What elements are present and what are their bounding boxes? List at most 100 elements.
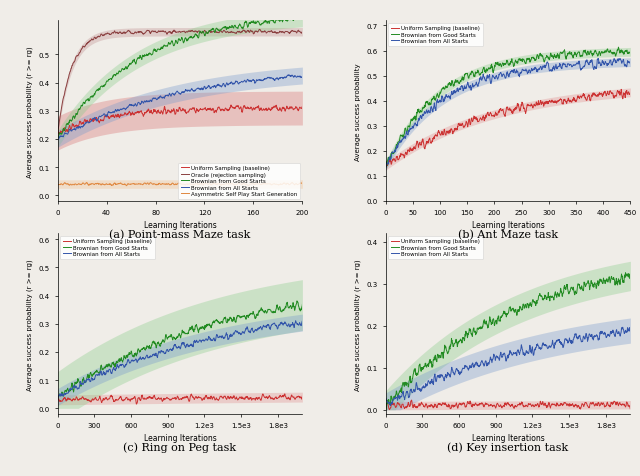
Brownian from All Starts <box>202 337 210 342</box>
Asymmetric Self Play Start Generation <box>196 182 204 188</box>
Uniform Sampling (baseline) <box>538 102 545 108</box>
Line: Brownian from Good Starts: Brownian from Good Starts <box>386 48 630 167</box>
Brownian from All Starts <box>54 138 61 144</box>
Uniform Sampling (baseline) <box>386 407 394 413</box>
Brownian from All Starts <box>531 66 538 72</box>
Uniform Sampling (baseline) <box>196 395 204 401</box>
Brownian from Good Starts <box>202 30 210 36</box>
Uniform Sampling (baseline) <box>203 109 211 114</box>
Brownian from Good Starts <box>397 388 404 394</box>
Asymmetric Self Play Start Generation <box>265 181 273 187</box>
Uniform Sampling (baseline) <box>382 164 390 170</box>
Brownian from Good Starts <box>68 116 76 121</box>
X-axis label: Learning Iterations: Learning Iterations <box>143 433 216 442</box>
Brownian from All Starts <box>264 76 272 81</box>
Brownian from Good Starts <box>531 56 538 62</box>
Brownian from All Starts <box>239 330 247 336</box>
Brownian from Good Starts <box>298 302 306 307</box>
Brownian from Good Starts <box>210 27 218 33</box>
Uniform Sampling (baseline) <box>132 401 140 407</box>
Brownian from All Starts <box>616 57 624 62</box>
Uniform Sampling (baseline) <box>524 102 532 108</box>
Text: (a) Point-mass Maze task: (a) Point-mass Maze task <box>109 229 251 239</box>
Brownian from Good Starts <box>239 26 247 32</box>
Brownian from Good Starts <box>264 20 272 25</box>
Brownian from Good Starts <box>568 50 575 56</box>
Brownian from Good Starts <box>54 136 61 142</box>
Oracle (rejection sampling) <box>255 28 263 33</box>
Uniform Sampling (baseline) <box>240 397 248 402</box>
Brownian from Good Starts <box>298 18 306 24</box>
Brownian from Good Starts <box>397 133 404 139</box>
Uniform Sampling (baseline) <box>397 405 404 411</box>
Brownian from All Starts <box>627 329 634 335</box>
Brownian from Good Starts <box>524 301 532 307</box>
Oracle (rejection sampling) <box>196 30 204 35</box>
Legend: Uniform Sampling (baseline), Brownian from Good Starts, Brownian from All Starts: Uniform Sampling (baseline), Brownian fr… <box>388 24 483 47</box>
Line: Brownian from Good Starts: Brownian from Good Starts <box>58 17 302 139</box>
Brownian from Good Starts <box>196 30 204 36</box>
Brownian from All Starts <box>284 73 292 79</box>
Oracle (rejection sampling) <box>210 30 218 35</box>
Uniform Sampling (baseline) <box>210 109 218 114</box>
Uniform Sampling (baseline) <box>265 394 273 400</box>
Oracle (rejection sampling) <box>54 132 61 138</box>
Brownian from Good Starts <box>196 325 204 330</box>
Line: Oracle (rejection sampling): Oracle (rejection sampling) <box>58 30 302 135</box>
Brownian from All Starts <box>298 318 306 324</box>
Line: Uniform Sampling (baseline): Uniform Sampling (baseline) <box>58 394 302 404</box>
Brownian from Good Starts <box>265 307 273 313</box>
Brownian from Good Starts <box>531 299 538 305</box>
Legend: Uniform Sampling (baseline), Brownian from Good Starts, Brownian from All Starts: Uniform Sampling (baseline), Brownian fr… <box>388 236 483 259</box>
Asymmetric Self Play Start Generation <box>68 182 76 188</box>
Brownian from Good Starts <box>382 407 390 413</box>
Brownian from All Starts <box>524 351 532 357</box>
Line: Asymmetric Self Play Start Generation: Asymmetric Self Play Start Generation <box>58 183 302 186</box>
X-axis label: Learning Iterations: Learning Iterations <box>143 221 216 230</box>
Uniform Sampling (baseline) <box>618 87 625 93</box>
Brownian from Good Starts <box>296 14 304 20</box>
Brownian from All Starts <box>68 386 76 391</box>
Uniform Sampling (baseline) <box>298 393 306 398</box>
Uniform Sampling (baseline) <box>68 397 76 403</box>
X-axis label: Learning Iterations: Learning Iterations <box>472 433 545 442</box>
Oracle (rejection sampling) <box>298 30 306 36</box>
Brownian from All Starts <box>239 80 247 86</box>
Y-axis label: Average success probability (r >= rg): Average success probability (r >= rg) <box>355 258 361 390</box>
Brownian from All Starts <box>524 70 532 76</box>
Brownian from All Starts <box>538 345 546 351</box>
Uniform Sampling (baseline) <box>54 128 61 134</box>
Brownian from Good Starts <box>614 45 622 51</box>
Brownian from Good Starts <box>382 407 390 413</box>
Y-axis label: Average success probability: Average success probability <box>355 63 361 160</box>
Asymmetric Self Play Start Generation <box>298 180 306 186</box>
Uniform Sampling (baseline) <box>397 153 404 159</box>
Uniform Sampling (baseline) <box>55 132 63 138</box>
Asymmetric Self Play Start Generation <box>211 181 218 187</box>
Line: Uniform Sampling (baseline): Uniform Sampling (baseline) <box>386 400 630 410</box>
Brownian from Good Starts <box>524 57 532 62</box>
Uniform Sampling (baseline) <box>227 103 235 109</box>
Brownian from All Starts <box>387 403 394 408</box>
Brownian from Good Starts <box>383 164 390 170</box>
Brownian from All Starts <box>382 396 390 401</box>
Oracle (rejection sampling) <box>239 29 247 34</box>
Line: Brownian from All Starts: Brownian from All Starts <box>386 327 630 406</box>
Uniform Sampling (baseline) <box>525 401 532 407</box>
Line: Brownian from All Starts: Brownian from All Starts <box>58 321 302 398</box>
Brownian from All Starts <box>627 62 634 68</box>
Brownian from Good Starts <box>203 324 211 330</box>
Line: Brownian from All Starts: Brownian from All Starts <box>58 76 302 141</box>
Brownian from All Starts <box>292 318 300 324</box>
Line: Brownian from Good Starts: Brownian from Good Starts <box>58 301 302 397</box>
Brownian from Good Starts <box>54 395 62 400</box>
Text: (c) Ring on Peg task: (c) Ring on Peg task <box>124 442 237 452</box>
Brownian from All Starts <box>298 74 306 80</box>
Uniform Sampling (baseline) <box>593 94 600 100</box>
Uniform Sampling (baseline) <box>538 401 546 407</box>
Brownian from All Starts <box>210 336 218 341</box>
Brownian from All Starts <box>68 128 76 133</box>
Legend: Uniform Sampling (baseline), Oracle (rejection sampling), Brownian from Good Sta: Uniform Sampling (baseline), Oracle (rej… <box>178 163 300 199</box>
Uniform Sampling (baseline) <box>531 102 538 108</box>
Brownian from All Starts <box>382 165 390 171</box>
